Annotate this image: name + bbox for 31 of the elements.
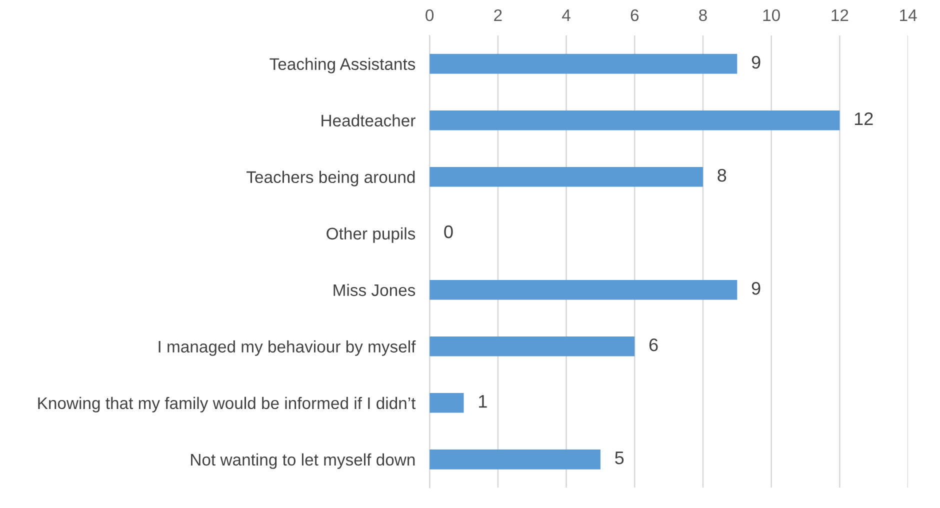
- y-tick-label: Other pupils: [326, 227, 416, 243]
- y-tick-label: I managed my behaviour by myself: [158, 340, 416, 356]
- data-label: 9: [752, 56, 760, 69]
- data-label: 0: [444, 225, 453, 238]
- x-tick-label: 10: [763, 9, 780, 22]
- bar: [430, 393, 464, 413]
- data-label: 8: [718, 168, 726, 182]
- data-label: 12: [854, 112, 873, 125]
- y-tick-label: Not wanting to let myself down: [191, 453, 415, 469]
- bar: [430, 166, 703, 187]
- data-label: 9: [752, 282, 760, 295]
- x-tick-label: 8: [699, 9, 707, 22]
- y-tick-label: Teaching Assistants: [270, 58, 416, 74]
- x-tick-label: 2: [494, 9, 502, 21]
- bar: [430, 280, 738, 300]
- y-tick-label: Knowing that my family would be informed if I didn’t: [38, 396, 416, 412]
- bar: [430, 54, 738, 74]
- x-tick-label: 0: [426, 9, 434, 22]
- data-label: 5: [615, 452, 624, 464]
- bar: [430, 110, 840, 130]
- y-tick-label: Miss Jones: [334, 284, 416, 296]
- x-tick-label: 14: [900, 10, 917, 21]
- data-label: 1: [479, 395, 487, 408]
- y-tick-label: Teachers being around: [246, 170, 415, 186]
- data-label: 6: [649, 338, 658, 352]
- y-tick-label: Headteacher: [322, 114, 416, 127]
- bar: [430, 450, 600, 470]
- bar: [430, 336, 635, 356]
- x-tick-label: 6: [630, 9, 639, 22]
- x-tick-label: 4: [562, 10, 570, 21]
- x-tick-label: 12: [832, 9, 848, 21]
